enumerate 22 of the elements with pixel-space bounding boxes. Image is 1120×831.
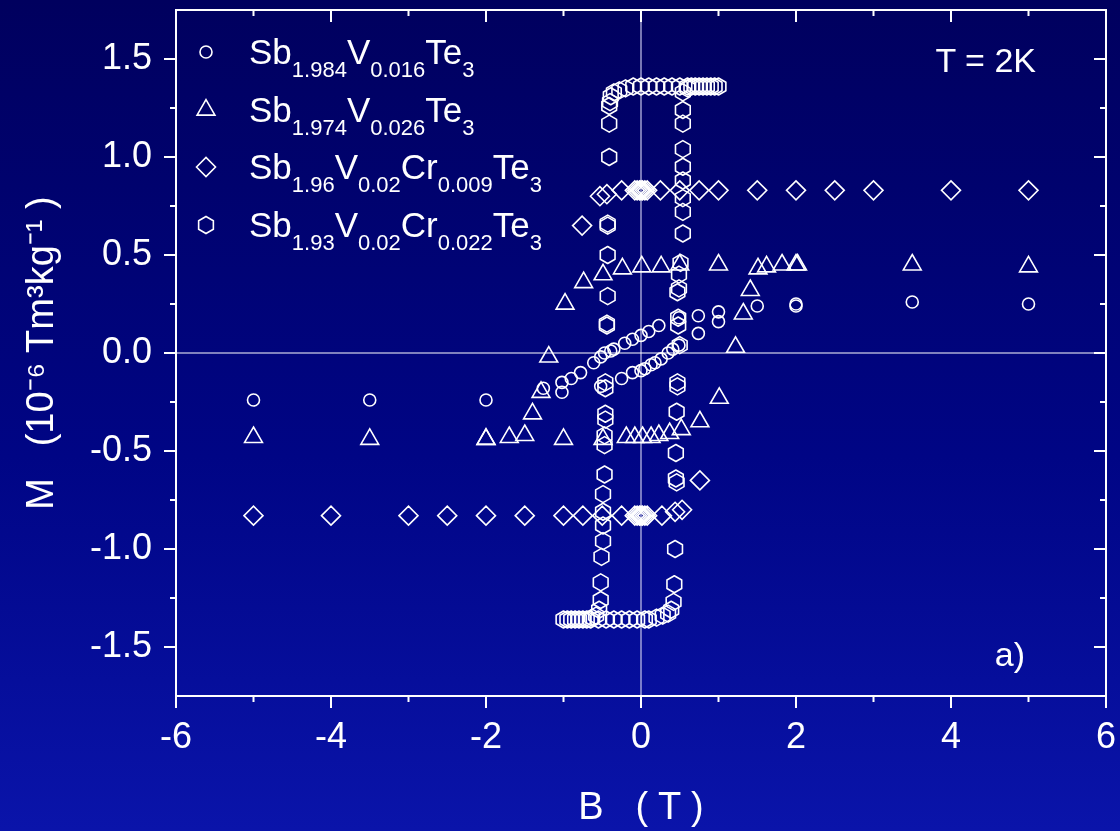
x-tick-label: 0 — [630, 714, 652, 756]
x-axis-title: B ( T ) — [578, 784, 704, 827]
annotation: a) — [994, 635, 1025, 674]
x-tick-label: 4 — [940, 714, 962, 756]
annotation: T = 2K — [935, 41, 1037, 80]
x-tick-label: 2 — [785, 714, 807, 756]
y-tick-label: -1.5 — [89, 623, 152, 665]
y-axis-title: M (10⁻⁶ Tm³kg⁻¹ ) — [19, 196, 62, 510]
legend-label: Sb$_{1.96}$V$_{0.02}$Cr$_{0.009}$Te$_{3}$ — [249, 147, 543, 197]
x-tick-label: -2 — [469, 714, 503, 756]
y-tick-label: -0.5 — [89, 427, 152, 469]
x-tick-label: -4 — [314, 714, 348, 756]
legend-label: Sb$_{1.93}$V$_{0.02}$Cr$_{0.022}$Te$_{3}$ — [249, 204, 543, 255]
y-tick-label: 0.5 — [101, 231, 152, 273]
y-tick-label: 1.5 — [101, 35, 152, 77]
legend-label: Sb$_{1.974}$V$_{0.026}$Te$_{3}$ — [249, 89, 475, 140]
y-tick-label: -1.0 — [89, 525, 152, 567]
x-tick-label: -6 — [159, 714, 193, 756]
y-tick-label: 0.0 — [101, 329, 152, 371]
y-tick-label: 1.0 — [101, 133, 152, 175]
legend-label: Sb$_{1.984}$V$_{0.016}$Te$_{3}$ — [249, 32, 475, 82]
x-tick-label: 6 — [1095, 714, 1117, 756]
